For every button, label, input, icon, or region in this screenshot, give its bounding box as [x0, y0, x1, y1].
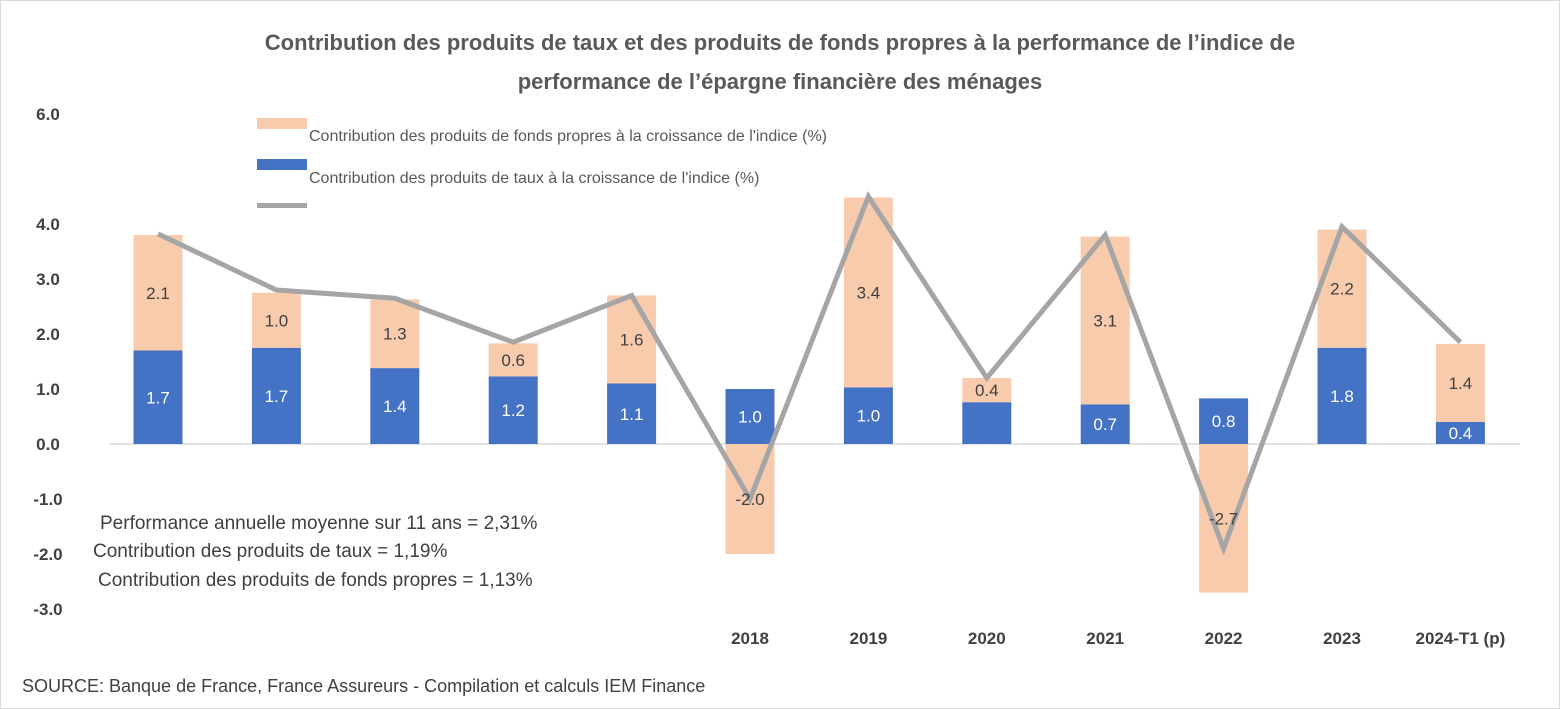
bar-rates-label: 1.7 [265, 387, 289, 406]
bar-rates-label: 1.0 [738, 408, 762, 427]
y-tick-label: 3.0 [36, 270, 60, 289]
y-tick-label: -1.0 [33, 490, 62, 509]
legend: Contribution des produits de fonds propr… [257, 118, 827, 208]
bar-rates-label: 1.7 [146, 388, 170, 407]
bar-equity-label: 1.6 [620, 331, 644, 350]
bar-rates [843, 387, 893, 444]
bar-rates [133, 350, 183, 444]
legend-swatch-rates [257, 159, 307, 170]
y-tick-label: -3.0 [33, 600, 62, 619]
bar-rates [1317, 347, 1367, 444]
x-tick-label: 2024-T1 (p) [1416, 629, 1506, 648]
annotation-equity: Contribution des produits de fonds propr… [98, 570, 533, 591]
y-tick-label: 1.0 [36, 380, 60, 399]
bar-equity [488, 343, 538, 377]
y-tick-label: 6.0 [36, 105, 60, 124]
annotation-rates: Contribution des produits de taux = 1,19… [93, 541, 447, 562]
x-tick-label: 2020 [968, 629, 1006, 648]
bar-rates [607, 383, 657, 444]
bar-equity-label: 1.0 [265, 311, 289, 330]
bar-equity-label: 2.1 [146, 284, 170, 303]
source-note: SOURCE: Banque de France, France Assureu… [22, 676, 705, 696]
bar-rates-label: 1.4 [383, 397, 407, 416]
x-tick-label: 2023 [1323, 629, 1361, 648]
bar-equity-label: 0.6 [501, 351, 525, 370]
bar-equity-label: 1.4 [1449, 374, 1473, 393]
bar-equity [1435, 343, 1485, 422]
bar-rates [370, 368, 420, 444]
bar-rates-label: 0.8 [1212, 412, 1236, 431]
bar-equity [133, 235, 183, 351]
bar-equity-label: -2.7 [1209, 509, 1238, 528]
legend-swatch-line [257, 203, 307, 208]
bar-equity [1199, 444, 1249, 593]
bar-equity-label: 0.4 [975, 381, 999, 400]
legend-label-equity: Contribution des produits de fonds propr… [309, 128, 827, 145]
bar-equity-label: -2.0 [735, 490, 764, 509]
x-tick-label: 2021 [1086, 629, 1124, 648]
bar-rates-label: 1.8 [1330, 387, 1354, 406]
bar-rates-label: 0.7 [1093, 415, 1117, 434]
legend-label-rates: Contribution des produits de taux à la c… [309, 170, 759, 187]
bar-rates [1080, 404, 1130, 444]
legend-swatch-equity [257, 118, 307, 129]
x-tick-label: 2018 [731, 629, 769, 648]
bar-rates-label: 1.0 [857, 407, 881, 426]
y-tick-label: 4.0 [36, 215, 60, 234]
y-tick-label: 2.0 [36, 325, 60, 344]
bar-equity [251, 292, 301, 348]
y-tick-label: -2.0 [33, 545, 62, 564]
bar-rates [251, 347, 301, 444]
bar-rates [1199, 398, 1249, 444]
bar-equity-label: 3.1 [1093, 312, 1117, 331]
bar-equity-label: 2.2 [1330, 280, 1354, 299]
chart-title-line-2: performance de l’épargne financière des … [518, 69, 1043, 94]
bar-rates-label: 1.2 [501, 401, 525, 420]
bar-equity [607, 295, 657, 384]
bar-equity [1317, 229, 1367, 348]
bar-rates-label: 0.4 [1449, 424, 1473, 443]
bar-equity-label: 1.3 [383, 325, 407, 344]
bar-equity [843, 197, 893, 388]
x-tick-label: 2019 [849, 629, 887, 648]
bar-rates [725, 389, 775, 444]
bar-equity [1080, 236, 1130, 405]
bar-equity [370, 299, 420, 369]
bar-rates [1435, 422, 1485, 444]
chart-title-line-1: Contribution des produits de taux et des… [265, 30, 1295, 55]
bar-rates-label: 1.1 [620, 405, 644, 424]
y-tick-label: 0.0 [36, 435, 60, 454]
performance-line [156, 191, 1463, 556]
annotation-performance: Performance annuelle moyenne sur 11 ans … [100, 513, 538, 534]
bar-equity-label: 3.4 [857, 283, 881, 302]
x-tick-label: 2022 [1205, 629, 1243, 648]
bar-rates [962, 402, 1012, 444]
bar-equity [962, 378, 1012, 403]
bar-rates [488, 376, 538, 444]
